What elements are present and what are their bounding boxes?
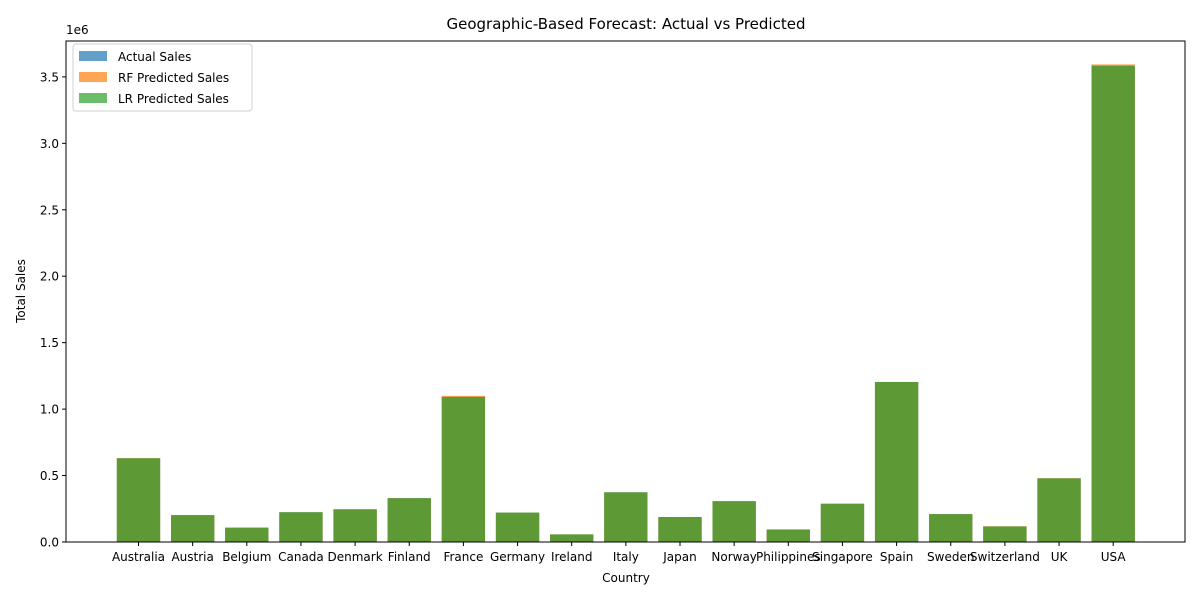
bar-lr-predicted-sales-singapore [820, 503, 865, 542]
y-tick-label: 0.5 [40, 469, 59, 483]
x-tick-label: Ireland [551, 550, 593, 564]
chart-title: Geographic-Based Forecast: Actual vs Pre… [447, 15, 806, 33]
bar-lr-predicted-sales-uk [1037, 478, 1081, 542]
x-tick-label: Belgium [222, 550, 271, 564]
bar-lr-predicted-sales-norway [712, 501, 756, 542]
bar-lr-predicted-sales-germany [495, 512, 540, 542]
x-tick-label: Japan [662, 550, 696, 564]
bar-lr-predicted-sales-switzerland [983, 526, 1027, 542]
legend-label-lr-predicted-sales: LR Predicted Sales [118, 92, 229, 106]
legend-swatch-rf-predicted-sales [79, 72, 107, 82]
legend-label-actual-sales: Actual Sales [118, 50, 191, 64]
y-tick-label: 2.5 [40, 203, 59, 217]
y-tick-label: 0.0 [40, 536, 59, 550]
y-tick-label: 2.0 [40, 270, 59, 284]
series-rf-predicted-sales [116, 64, 1135, 543]
x-tick-label: Canada [278, 550, 324, 564]
bar-lr-predicted-sales-belgium [225, 527, 269, 542]
x-tick-label: Switzerland [970, 550, 1040, 564]
bar-lr-predicted-sales-italy [604, 492, 648, 542]
bar-lr-predicted-sales-canada [279, 512, 323, 542]
bar-lr-predicted-sales-denmark [333, 509, 377, 542]
x-tick-label: Norway [711, 550, 757, 564]
x-tick-label: Germany [490, 550, 545, 564]
y-tick-label: 3.5 [40, 70, 59, 84]
x-tick-label: Philippines [756, 550, 821, 564]
y-tick-label: 1.0 [40, 403, 59, 417]
legend-swatch-lr-predicted-sales [79, 93, 107, 103]
x-tick-label: Austria [171, 550, 213, 564]
bar-lr-predicted-sales-spain [874, 381, 919, 542]
x-tick-label: Italy [613, 550, 639, 564]
bar-lr-predicted-sales-philippines [766, 529, 810, 542]
x-tick-label: Sweden [927, 550, 974, 564]
y-offset-label: 1e6 [66, 23, 89, 37]
y-tick-label: 3.0 [40, 137, 59, 151]
legend-swatch-actual-sales [79, 51, 107, 61]
y-tick-label: 1.5 [40, 336, 59, 350]
ticks: Australia Austria Belgium Canada Denmark Finl… [40, 70, 1126, 564]
x-tick-label: Denmark [328, 550, 383, 564]
plot-frame [65, 40, 1186, 543]
bar-lr-predicted-sales-finland [387, 498, 431, 542]
x-tick-label: USA [1101, 550, 1127, 564]
bars [116, 64, 1135, 543]
legend-box [72, 43, 253, 112]
y-axis-label: Total Sales [14, 259, 28, 324]
bar-lr-predicted-sales-sweden [929, 514, 973, 542]
bar-lr-predicted-sales-ireland [550, 534, 594, 542]
x-tick-label: UK [1051, 550, 1069, 564]
x-tick-label: Finland [388, 550, 431, 564]
bar-lr-predicted-sales-usa [1091, 65, 1135, 542]
bar-lr-predicted-sales-austria [171, 515, 215, 542]
series-lr-predicted-sales [116, 65, 1135, 542]
x-tick-label: France [443, 550, 483, 564]
x-tick-label: Singapore [812, 550, 873, 564]
x-tick-label: Spain [880, 550, 914, 564]
bar-lr-predicted-sales-australia [116, 458, 161, 542]
series-actual-sales [116, 65, 1135, 542]
legend: Actual Sales RF Predicted Sales LR Predict… [72, 43, 253, 112]
x-tick-label: Australia [112, 550, 165, 564]
bar-lr-predicted-sales-france [441, 396, 486, 542]
bar-lr-predicted-sales-japan [658, 517, 702, 542]
legend-label-rf-predicted-sales: RF Predicted Sales [118, 71, 229, 85]
x-axis-label: Country [602, 571, 650, 585]
